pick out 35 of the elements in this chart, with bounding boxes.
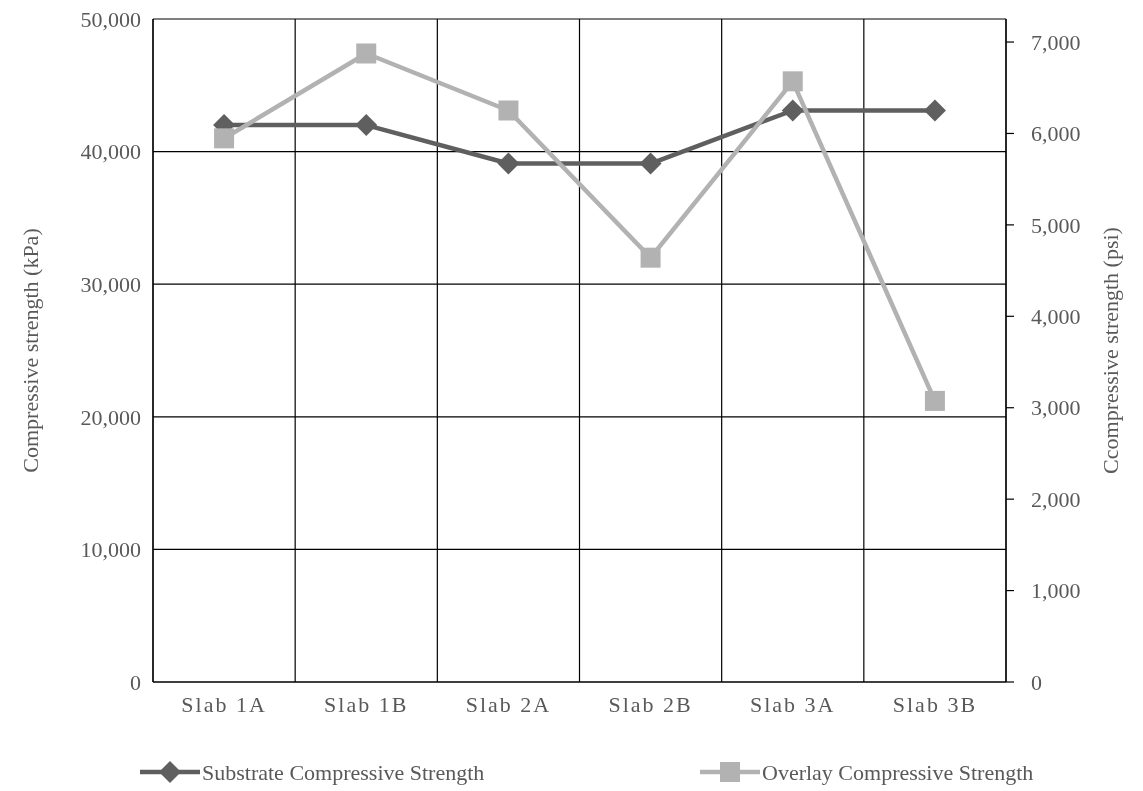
x-tick-label: Slab 2B <box>608 692 693 717</box>
point <box>356 43 377 64</box>
x-tick-label: Slab 1B <box>324 692 409 717</box>
point <box>214 128 235 149</box>
y-tick-label: 20,000 <box>80 404 141 430</box>
x-tick-label: Slab 1A <box>181 692 267 717</box>
y-axis-title: Compressive strength (kPa) <box>18 228 43 473</box>
point <box>355 114 378 137</box>
y2-tick-label: 6,000 <box>1031 121 1081 147</box>
legend-label: Substrate Compressive Strength <box>202 759 485 785</box>
y2-tick-label: 5,000 <box>1031 212 1081 238</box>
y-tick-label: 10,000 <box>80 537 141 563</box>
point <box>923 99 946 122</box>
point <box>640 247 661 268</box>
y2-tick-label: 1,000 <box>1031 578 1081 604</box>
y2-tick-label: 4,000 <box>1031 304 1081 330</box>
legend-label: Overlay Compressive Strength <box>762 759 1034 785</box>
y-tick-label: 40,000 <box>80 139 141 165</box>
y2-axis-title: Ccompressive strength (psi) <box>1098 227 1123 474</box>
point <box>497 152 520 175</box>
y-tick-label: 30,000 <box>80 271 141 297</box>
point <box>781 99 804 122</box>
x-tick-label: Slab 2A <box>465 692 552 717</box>
y-tick-label: 0 <box>130 669 141 695</box>
point <box>498 100 519 121</box>
x-tick-label: Slab 3A <box>750 692 836 717</box>
x-tick-label: Slab 3B <box>892 692 978 717</box>
y2-tick-label: 3,000 <box>1031 395 1081 421</box>
point <box>782 71 803 92</box>
point <box>924 390 945 411</box>
point <box>639 152 662 175</box>
y2-tick-label: 2,000 <box>1031 486 1081 512</box>
y2-tick-label: 7,000 <box>1031 29 1081 55</box>
y-tick-label: 50,000 <box>80 6 141 32</box>
y2-tick-label: 0 <box>1031 669 1042 695</box>
